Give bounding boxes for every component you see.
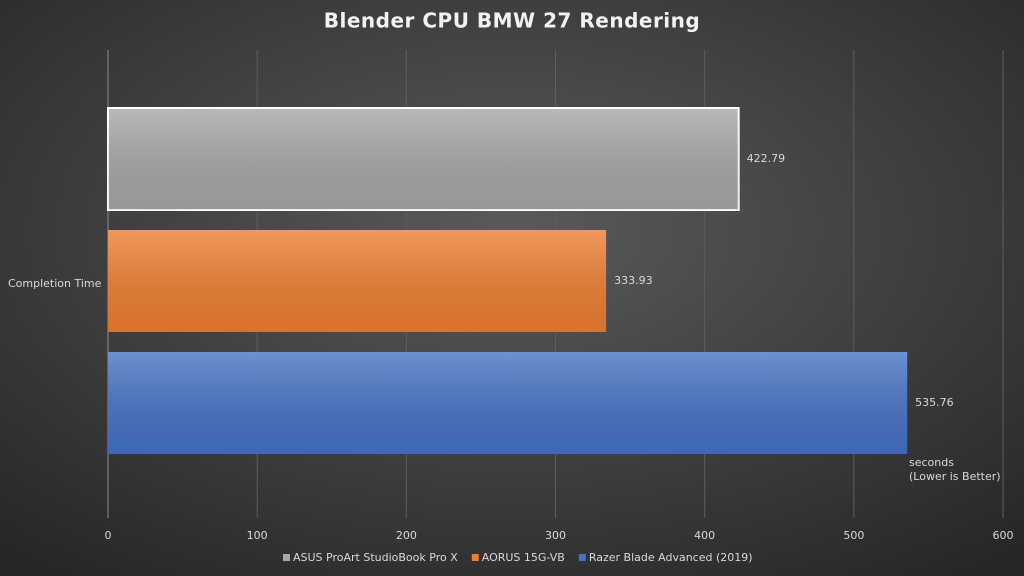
legend-label: Razer Blade Advanced (2019) xyxy=(589,551,753,564)
x-tick-label: 600 xyxy=(993,529,1014,542)
annotation: seconds xyxy=(909,456,954,469)
x-tick-label: 400 xyxy=(694,529,715,542)
legend-swatch xyxy=(283,554,290,561)
x-tick-label: 0 xyxy=(105,529,112,542)
legend-label: AORUS 15G-VB xyxy=(482,551,565,564)
legend-swatch xyxy=(578,554,586,561)
value-label: 333.93 xyxy=(614,274,653,287)
bar xyxy=(108,230,607,332)
category-label: Completion Time xyxy=(8,277,102,290)
annotation: (Lower is Better) xyxy=(909,470,1001,483)
value-label: 535.76 xyxy=(915,396,954,409)
legend-swatch xyxy=(471,554,479,561)
x-tick-label: 200 xyxy=(396,529,417,542)
bar xyxy=(107,107,740,211)
bar xyxy=(108,352,908,454)
chart-title: Blender CPU BMW 27 Rendering xyxy=(324,9,700,33)
x-tick-label: 500 xyxy=(843,529,864,542)
x-tick-label: 300 xyxy=(545,529,566,542)
value-label: 422.79 xyxy=(747,152,786,165)
legend-label: ASUS ProArt StudioBook Pro X xyxy=(293,551,458,564)
x-tick-label: 100 xyxy=(247,529,268,542)
